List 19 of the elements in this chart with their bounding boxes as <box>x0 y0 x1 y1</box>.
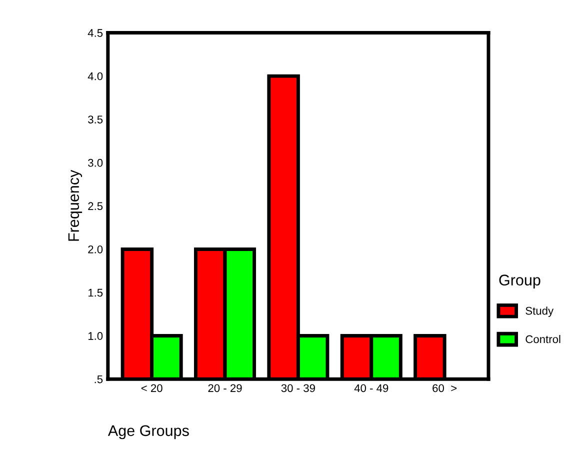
x-tick-label: 40 - 49 <box>354 384 388 392</box>
legend-label: Control <box>526 334 560 344</box>
y-tick-label: 3.0 <box>88 158 103 167</box>
legend-title: Group <box>499 274 540 289</box>
y-tick-label: 1.5 <box>88 288 103 297</box>
y-tick-label: .5 <box>94 375 103 384</box>
x-tick-label: 20 - 29 <box>208 384 242 392</box>
x-tick-label: < 20 <box>141 384 162 392</box>
y-tick-label: 1.0 <box>88 332 103 340</box>
y-tick-label: 2.5 <box>88 202 103 210</box>
y-tick-label: 3.5 <box>88 116 103 124</box>
y-tick-label: 2.0 <box>88 245 103 254</box>
x-tick-label: 60 > <box>432 384 457 392</box>
x-axis-title: Age Groups <box>108 425 189 440</box>
y-tick-label: 4.5 <box>88 29 103 37</box>
x-tick-label: 30 - 39 <box>281 384 315 392</box>
y-tick-label: 4.0 <box>88 72 103 80</box>
legend-label: Study <box>526 306 554 317</box>
y-axis-title: Frequency <box>68 170 82 241</box>
